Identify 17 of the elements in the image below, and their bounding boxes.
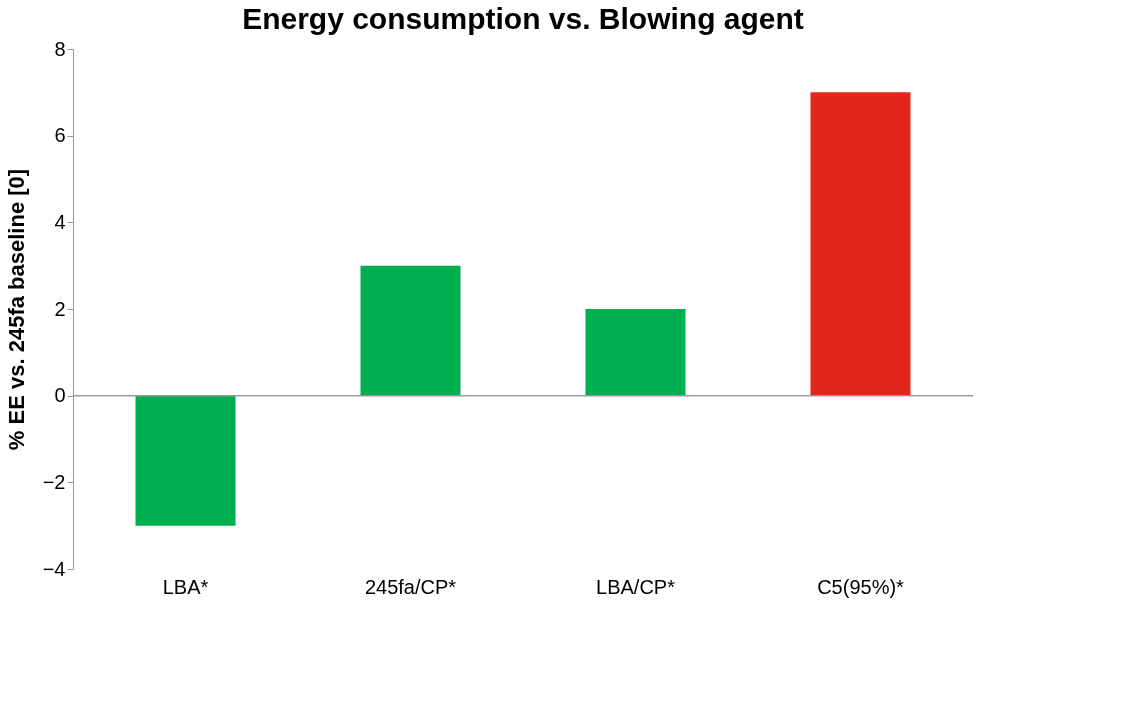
x-tick-label: 245fa/CP* [364,575,457,598]
y-tick-label: −2 [42,470,66,493]
bar [585,309,686,396]
y-tick-label: 6 [54,124,66,147]
bar [135,395,236,526]
x-tick-label: C5(95%)* [817,575,905,598]
bar [810,92,911,396]
bar [360,265,461,396]
y-tick-label: −4 [42,557,66,580]
y-tick-label: 2 [54,297,66,320]
y-tick-label: 0 [54,384,66,407]
y-axis-title: % EE vs. 245fa baseline [0] [3,168,29,451]
y-tick-label: 4 [54,210,66,233]
x-tick-label: LBA* [162,575,209,598]
chart-title: Energy consumption vs. Blowing agent [242,2,804,35]
y-tick-label: 8 [54,37,66,60]
x-tick-label: LBA/CP* [596,575,676,598]
